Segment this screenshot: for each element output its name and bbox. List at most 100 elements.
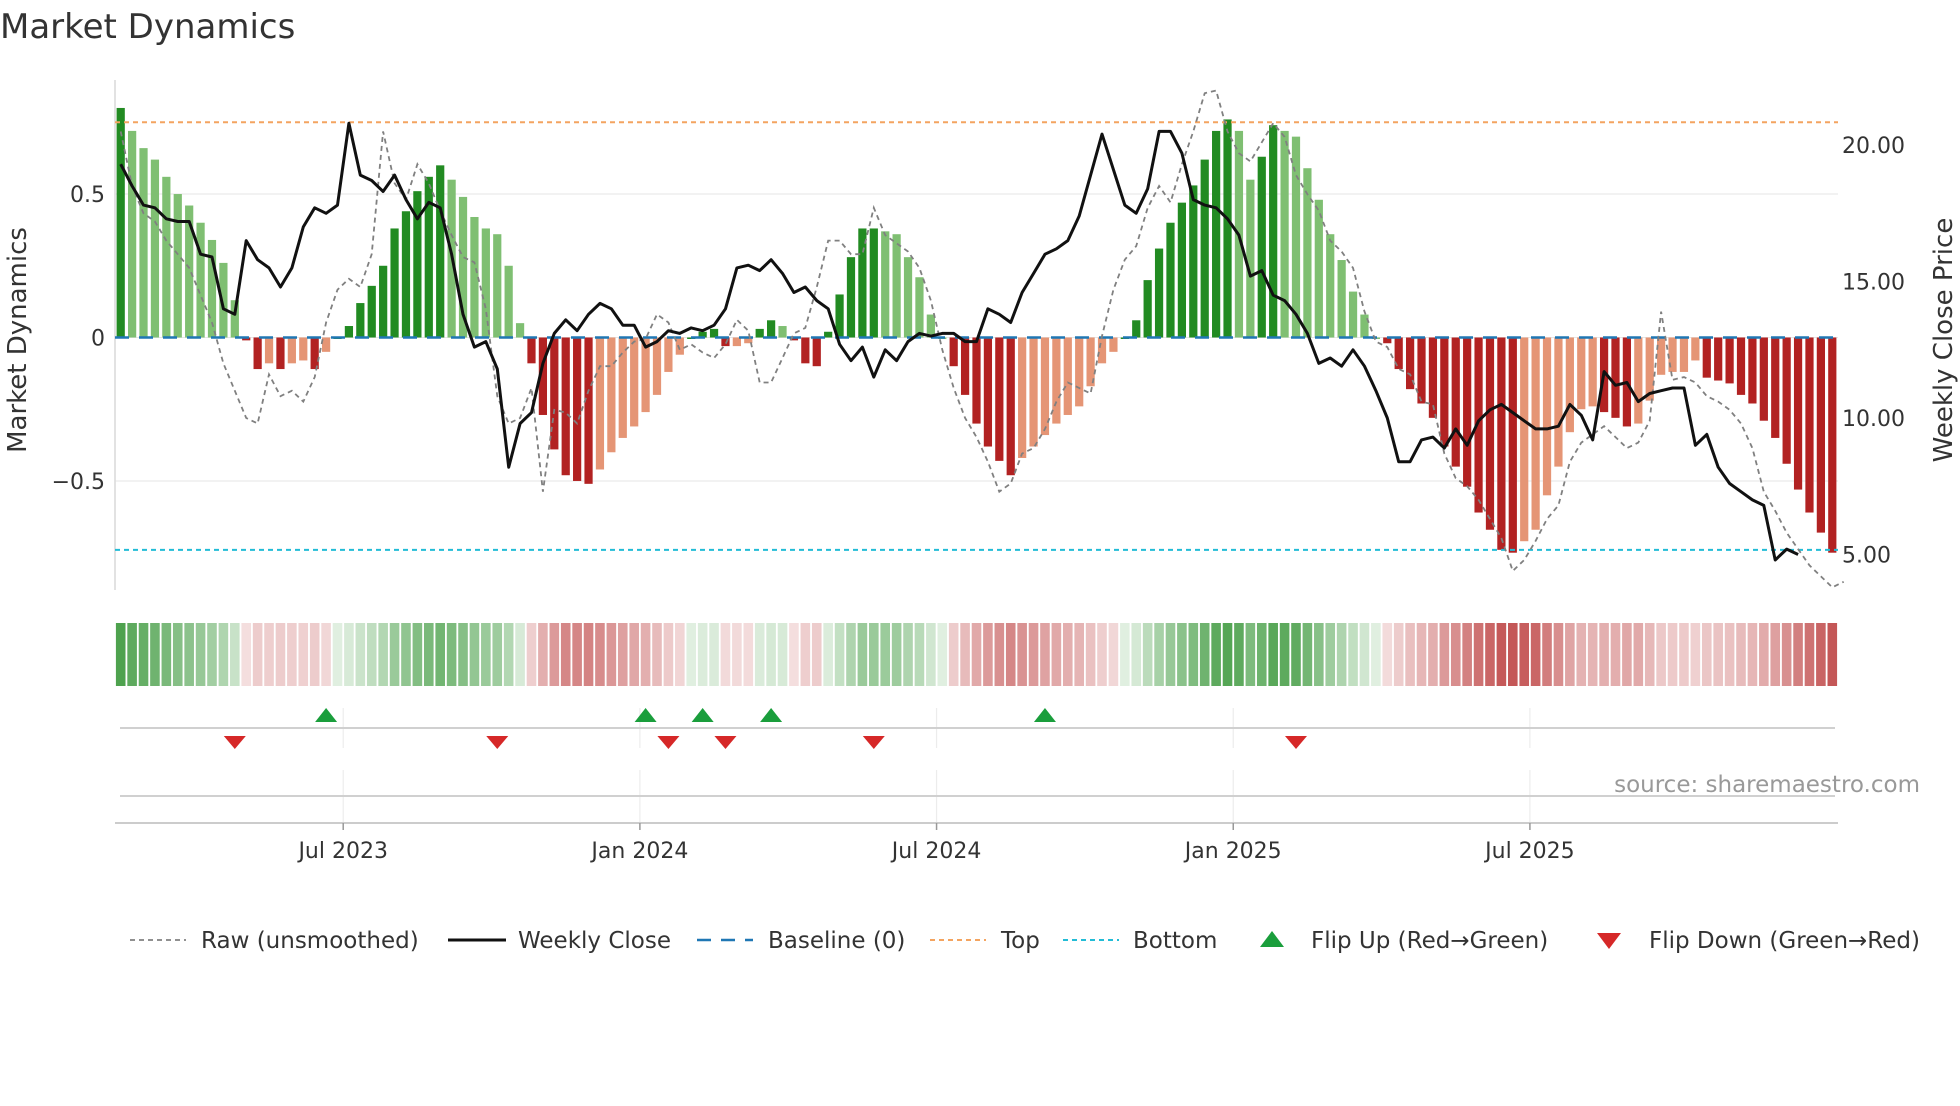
regime-cell: [1142, 623, 1153, 686]
regime-cell: [172, 623, 183, 686]
regime-cell: [754, 623, 765, 686]
regime-cell: [1747, 623, 1758, 686]
regime-cell: [1314, 623, 1324, 686]
bar: [253, 337, 262, 370]
regime-cell: [1074, 623, 1084, 686]
bar: [299, 337, 308, 361]
bar: [1257, 156, 1266, 338]
bar: [1577, 337, 1586, 410]
bar: [835, 294, 844, 338]
bar: [1291, 136, 1301, 338]
bar: [1154, 248, 1164, 338]
regime-cell: [1690, 623, 1701, 686]
regime-cell: [629, 623, 639, 686]
bar: [618, 337, 627, 438]
regime-cell: [1816, 623, 1826, 686]
regime-cell: [1302, 623, 1313, 686]
regime-cell: [560, 623, 571, 686]
regime-cell: [1622, 623, 1632, 686]
bar: [1006, 337, 1015, 476]
bar: [812, 337, 821, 367]
bar: [1451, 337, 1460, 467]
regime-cell: [1827, 623, 1838, 686]
regime-cell: [1120, 623, 1130, 686]
bar: [413, 191, 422, 338]
regime-cell: [1473, 623, 1484, 686]
regime-cell: [1701, 623, 1712, 686]
regime-cell: [1108, 623, 1119, 686]
regime-cell: [1348, 623, 1358, 686]
regime-cell: [446, 623, 457, 686]
regime-cell: [1028, 623, 1039, 686]
bar: [504, 265, 513, 338]
x-tick-label: Jan 2025: [1183, 839, 1282, 864]
bar: [185, 205, 194, 338]
y-tick-label-left: 0.5: [70, 183, 105, 208]
bar: [960, 337, 970, 395]
legend-swatch-flip-up: [1260, 931, 1284, 947]
bar: [1828, 337, 1837, 553]
regime-cell: [811, 623, 822, 686]
regime-cell: [1485, 623, 1495, 686]
bar: [356, 303, 365, 338]
legend-label-top: Top: [1000, 928, 1040, 954]
bar: [1086, 337, 1095, 387]
regime-cell: [275, 623, 286, 686]
weekly-close-line: [119, 121, 1799, 562]
bar: [1771, 337, 1780, 438]
regime-cell: [846, 623, 856, 686]
regime-cell: [1393, 623, 1404, 686]
bar: [903, 257, 913, 338]
y-tick-label-right: 15.00: [1842, 271, 1905, 296]
bar: [1326, 234, 1335, 338]
regime-cell: [1085, 623, 1096, 686]
regime-cell: [127, 623, 137, 686]
bar: [846, 257, 856, 338]
regime-cell: [1462, 623, 1472, 686]
regime-cell: [1371, 623, 1381, 686]
regime-cell: [1405, 623, 1415, 686]
bar: [481, 228, 490, 338]
regime-cell: [1553, 623, 1564, 686]
regime-cell: [743, 623, 754, 686]
bar: [915, 277, 924, 338]
bar: [789, 337, 799, 341]
regime-cell: [960, 623, 970, 686]
regime-cell: [321, 623, 331, 686]
regime-cell: [834, 623, 845, 686]
bar: [116, 107, 125, 338]
bar: [1383, 337, 1392, 344]
bar: [1645, 337, 1654, 401]
regime-cell: [1587, 623, 1598, 686]
regime-cell: [880, 623, 891, 686]
regime-cell: [800, 623, 811, 686]
bar: [1782, 337, 1791, 464]
bar: [207, 239, 217, 338]
bar: [1200, 159, 1209, 338]
regime-cell: [1770, 623, 1781, 686]
regime-cell: [697, 623, 708, 686]
bar: [1052, 337, 1061, 424]
regime-cell: [606, 623, 617, 686]
regime-cell: [1222, 623, 1233, 686]
legend-label-bottom: Bottom: [1133, 928, 1217, 954]
bar: [1736, 337, 1746, 395]
regime-cell: [1245, 623, 1256, 686]
bar: [698, 331, 707, 338]
x-tick-label: Jul 2024: [890, 839, 982, 864]
regime-cell: [458, 623, 468, 686]
bar: [1611, 337, 1620, 418]
chart-title: Market Dynamics: [0, 7, 295, 47]
regime-cell: [481, 623, 491, 686]
regime-cell: [1565, 623, 1575, 686]
regime-cell: [366, 623, 377, 686]
bar: [1463, 337, 1472, 487]
regime-cell: [503, 623, 514, 686]
regime-cell: [1656, 623, 1666, 686]
bar: [949, 337, 958, 367]
regime-cell: [549, 623, 560, 686]
bar: [390, 228, 399, 338]
regime-cell: [1508, 623, 1518, 686]
regime-cell: [389, 623, 400, 686]
regime-cell: [1005, 623, 1016, 686]
